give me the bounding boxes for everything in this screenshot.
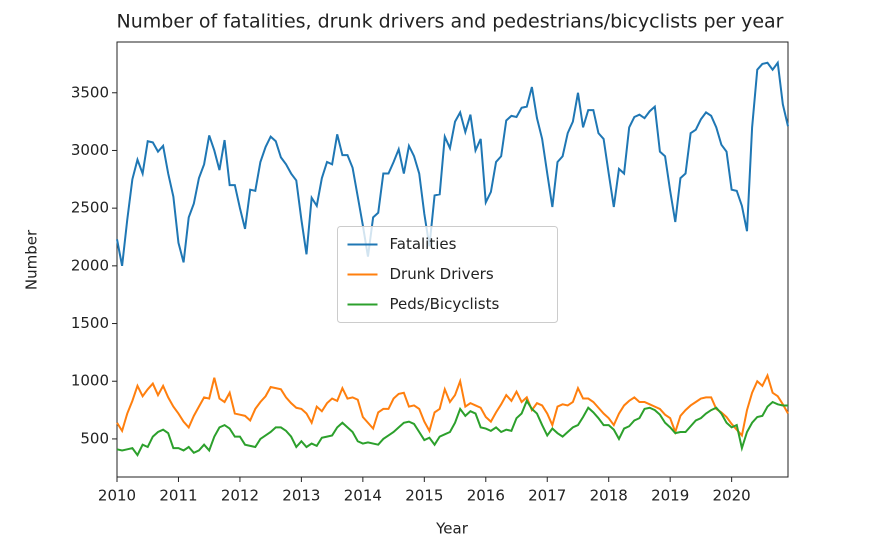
y-tick-label: 2000 bbox=[71, 256, 109, 274]
series-line bbox=[116, 60, 789, 267]
x-tick-label: 2016 bbox=[467, 487, 505, 505]
x-tick-label: 2014 bbox=[344, 487, 382, 505]
y-tick-label: 500 bbox=[80, 429, 109, 447]
x-tick-label: 2019 bbox=[651, 487, 689, 505]
x-tick-label: 2020 bbox=[713, 487, 751, 505]
x-tick-label: 2010 bbox=[98, 487, 136, 505]
legend-label: Fatalities bbox=[390, 235, 457, 253]
x-tick-label: 2017 bbox=[528, 487, 566, 505]
series-line bbox=[116, 398, 788, 457]
series-line bbox=[116, 372, 789, 438]
y-tick-label: 2500 bbox=[71, 199, 109, 217]
x-tick-label: 2013 bbox=[282, 487, 320, 505]
y-tick-label: 3000 bbox=[71, 141, 109, 159]
legend-label: Drunk Drivers bbox=[390, 265, 494, 283]
y-tick-label: 3500 bbox=[71, 83, 109, 101]
chart-title: Number of fatalities, drunk drivers and … bbox=[117, 11, 784, 33]
y-tick-label: 1000 bbox=[71, 372, 109, 390]
legend-label: Peds/Bicyclists bbox=[390, 295, 500, 313]
x-tick-label: 2011 bbox=[159, 487, 197, 505]
x-axis-label: Year bbox=[435, 520, 469, 538]
x-tick-label: 2015 bbox=[405, 487, 443, 505]
x-tick-label: 2012 bbox=[221, 487, 259, 505]
y-tick-label: 1500 bbox=[71, 314, 109, 332]
x-tick-label: 2018 bbox=[590, 487, 628, 505]
y-axis-label: Number bbox=[23, 229, 41, 290]
legend-box bbox=[337, 226, 558, 323]
